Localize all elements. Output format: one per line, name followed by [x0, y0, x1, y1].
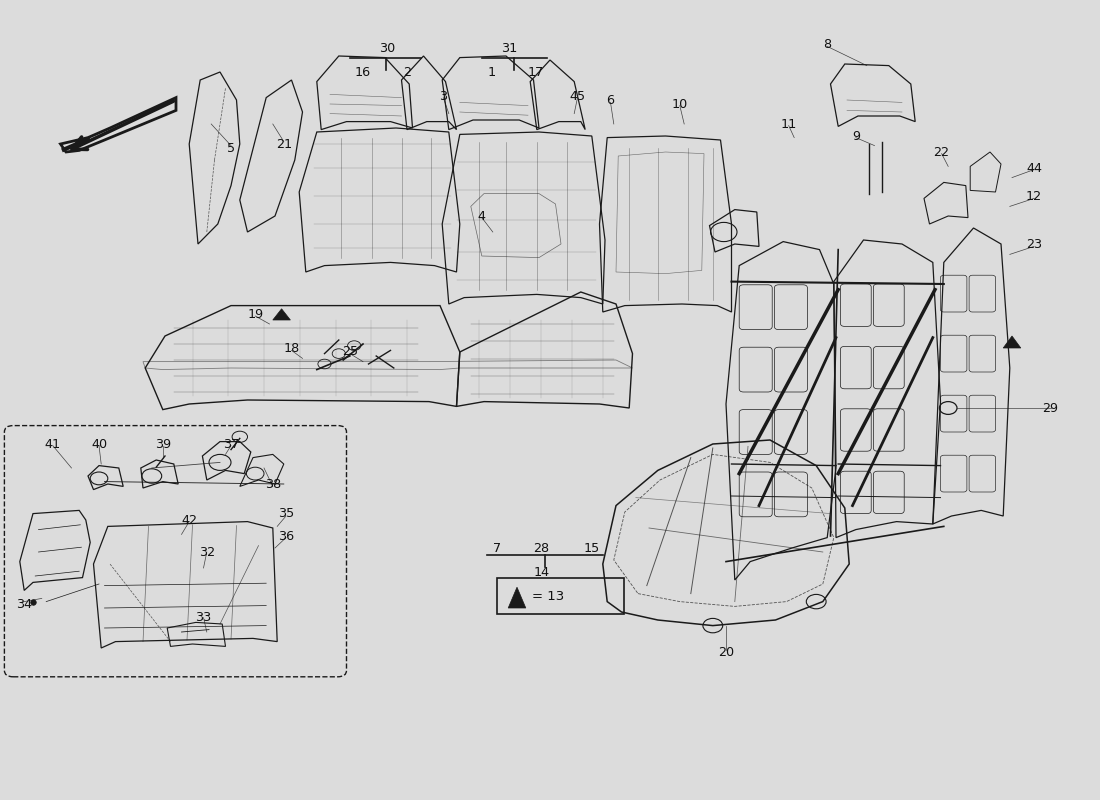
Text: 42: 42	[182, 514, 197, 526]
Text: 39: 39	[155, 438, 170, 450]
Text: 31: 31	[502, 42, 517, 54]
Text: 6: 6	[606, 94, 615, 106]
Text: 15: 15	[584, 542, 600, 554]
FancyBboxPatch shape	[4, 426, 346, 677]
Text: 29: 29	[1043, 402, 1058, 414]
Text: 3: 3	[439, 90, 448, 102]
Text: 36: 36	[278, 530, 294, 542]
Text: 17: 17	[528, 66, 543, 78]
Polygon shape	[273, 309, 290, 320]
Text: 22: 22	[934, 146, 949, 158]
Polygon shape	[508, 587, 526, 608]
Text: 28: 28	[534, 542, 549, 554]
Text: 10: 10	[672, 98, 688, 110]
Text: 18: 18	[284, 342, 299, 354]
Text: 45: 45	[570, 90, 585, 102]
Text: 44: 44	[1026, 162, 1042, 174]
Text: 9: 9	[851, 130, 860, 142]
Text: 16: 16	[355, 66, 371, 78]
Text: 2: 2	[403, 66, 411, 78]
Text: 12: 12	[1026, 190, 1042, 202]
Polygon shape	[1003, 336, 1021, 348]
Text: 30: 30	[379, 42, 395, 54]
Text: 14: 14	[534, 566, 549, 578]
Text: 35: 35	[278, 507, 294, 520]
Text: 32: 32	[199, 546, 214, 558]
Text: 4: 4	[477, 210, 486, 222]
Text: 33: 33	[196, 611, 211, 624]
Text: 41: 41	[45, 438, 60, 450]
Text: 40: 40	[91, 438, 107, 450]
Text: 23: 23	[1026, 238, 1042, 250]
Text: 20: 20	[718, 646, 734, 658]
Text: 11: 11	[781, 118, 796, 130]
Text: 37: 37	[223, 438, 239, 450]
Text: 7: 7	[493, 542, 502, 554]
Text: 38: 38	[265, 478, 280, 490]
Text: 19: 19	[248, 308, 263, 321]
Text: 8: 8	[823, 38, 832, 50]
Text: 21: 21	[276, 138, 292, 150]
Text: 1: 1	[487, 66, 496, 78]
Text: = 13: = 13	[532, 590, 564, 603]
Text: 5: 5	[227, 142, 235, 154]
Text: 34: 34	[16, 598, 32, 610]
Text: 25: 25	[342, 346, 358, 358]
